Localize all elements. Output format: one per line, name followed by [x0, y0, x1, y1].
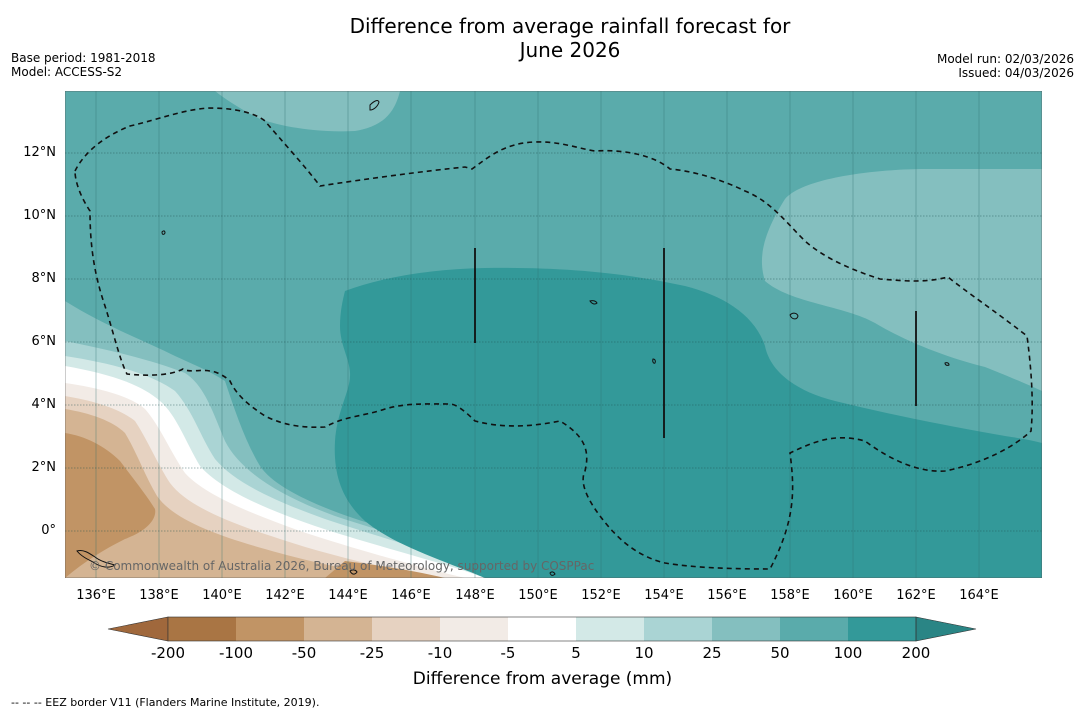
- colorbar-swatch-7: [644, 617, 712, 641]
- lon-tick-138e: 138°E: [139, 588, 179, 603]
- lon-tick-156e: 156°E: [707, 588, 747, 603]
- colorbar-swatch-9: [780, 617, 848, 641]
- colorbar-label-0: -200: [150, 644, 186, 662]
- rainfall-map: © Commonwealth of Australia 2026, Bureau…: [65, 91, 1042, 578]
- lat-tick-2n: 2°N: [31, 460, 57, 475]
- colorbar-label-2: -50: [291, 644, 317, 662]
- lat-gridlines: [65, 152, 1042, 532]
- zone-minus100-minus50: [65, 433, 156, 578]
- colorbar-label-1: -100: [218, 644, 254, 662]
- colorbar-swatch-8: [712, 617, 780, 641]
- footnote: -- -- -- EEZ border V11 (Flanders Marine…: [11, 696, 320, 709]
- colorbar-label-8: 25: [702, 644, 722, 662]
- colorbar-label-5: -5: [500, 644, 516, 662]
- colorbar-swatch-2: [304, 617, 372, 641]
- lon-tick-136e: 136°E: [76, 588, 116, 603]
- lon-tick-140e: 140°E: [202, 588, 242, 603]
- zone-25-50-north: [215, 91, 400, 132]
- colorbar-swatch-5: [508, 617, 576, 641]
- lat-tick-10n: 10°N: [23, 208, 56, 223]
- lat-tick-8n: 8°N: [31, 271, 57, 286]
- zone-25-50-east: [761, 169, 1042, 391]
- colorbar-label-4: -10: [427, 644, 453, 662]
- colorbar-frame: [167, 616, 917, 642]
- colorbar-swatch-4: [440, 617, 508, 641]
- title-line-1: Difference from average rainfall forecas…: [349, 14, 791, 38]
- lon-tick-158e: 158°E: [770, 588, 810, 603]
- chart-title: Difference from average rainfall forecas…: [0, 14, 1085, 62]
- model-text: Model: ACCESS-S2: [11, 65, 123, 79]
- colorbar-swatch-1: [236, 617, 304, 641]
- colorbar-low-extend: [107, 616, 169, 642]
- colorbar-swatch-6: [576, 617, 644, 641]
- lon-tick-154e: 154°E: [644, 588, 684, 603]
- lat-tick-4n: 4°N: [31, 397, 57, 412]
- lon-tick-162e: 162°E: [896, 588, 936, 603]
- copyright-text: © Commonwealth of Australia 2026, Bureau…: [89, 559, 594, 573]
- islands: [76, 100, 950, 576]
- colorbar-high-extend: [915, 616, 977, 642]
- zone-100-200: [334, 267, 1042, 578]
- colorbar-label-9: 50: [770, 644, 790, 662]
- lon-tick-144e: 144°E: [328, 588, 368, 603]
- lat-tick-0: 0°: [41, 523, 56, 538]
- colorbar-label-3: -25: [359, 644, 385, 662]
- zone-minus50-minus25: [65, 409, 405, 578]
- base-period-text: Base period: 1981-2018: [11, 51, 156, 65]
- lon-tick-148e: 148°E: [455, 588, 495, 603]
- meta-right: Model run: 02/03/2026 Issued: 04/03/2026: [937, 52, 1074, 80]
- eez-border-west: [74, 107, 1033, 570]
- colorbar: [107, 616, 977, 642]
- lat-tick-6n: 6°N: [31, 334, 57, 349]
- colorbar-title: Difference from average (mm): [412, 669, 673, 689]
- lon-tick-146e: 146°E: [391, 588, 431, 603]
- colorbar-swatch-0: [168, 617, 236, 641]
- gridlines: [95, 91, 980, 578]
- colorbar-label-6: 5: [571, 644, 581, 662]
- lon-tick-142e: 142°E: [265, 588, 305, 603]
- colorbar-swatch-3: [372, 617, 440, 641]
- meta-left: Base period: 1981-2018 Model: ACCESS-S2: [11, 51, 156, 79]
- colorbar-label-11: 200: [901, 644, 931, 662]
- black-lines: [474, 248, 917, 438]
- title-line-2: June 2026: [519, 38, 621, 62]
- lon-tick-160e: 160°E: [833, 588, 873, 603]
- lon-tick-152e: 152°E: [581, 588, 621, 603]
- lat-tick-12n: 12°N: [23, 145, 56, 160]
- lon-tick-150e: 150°E: [518, 588, 558, 603]
- issued-text: Issued: 04/03/2026: [958, 66, 1074, 80]
- model-run-text: Model run: 02/03/2026: [936, 52, 1074, 66]
- lon-tick-164e: 164°E: [959, 588, 999, 603]
- colorbar-swatch-10: [848, 617, 916, 641]
- colorbar-label-7: 10: [634, 644, 654, 662]
- colorbar-label-10: 100: [833, 644, 863, 662]
